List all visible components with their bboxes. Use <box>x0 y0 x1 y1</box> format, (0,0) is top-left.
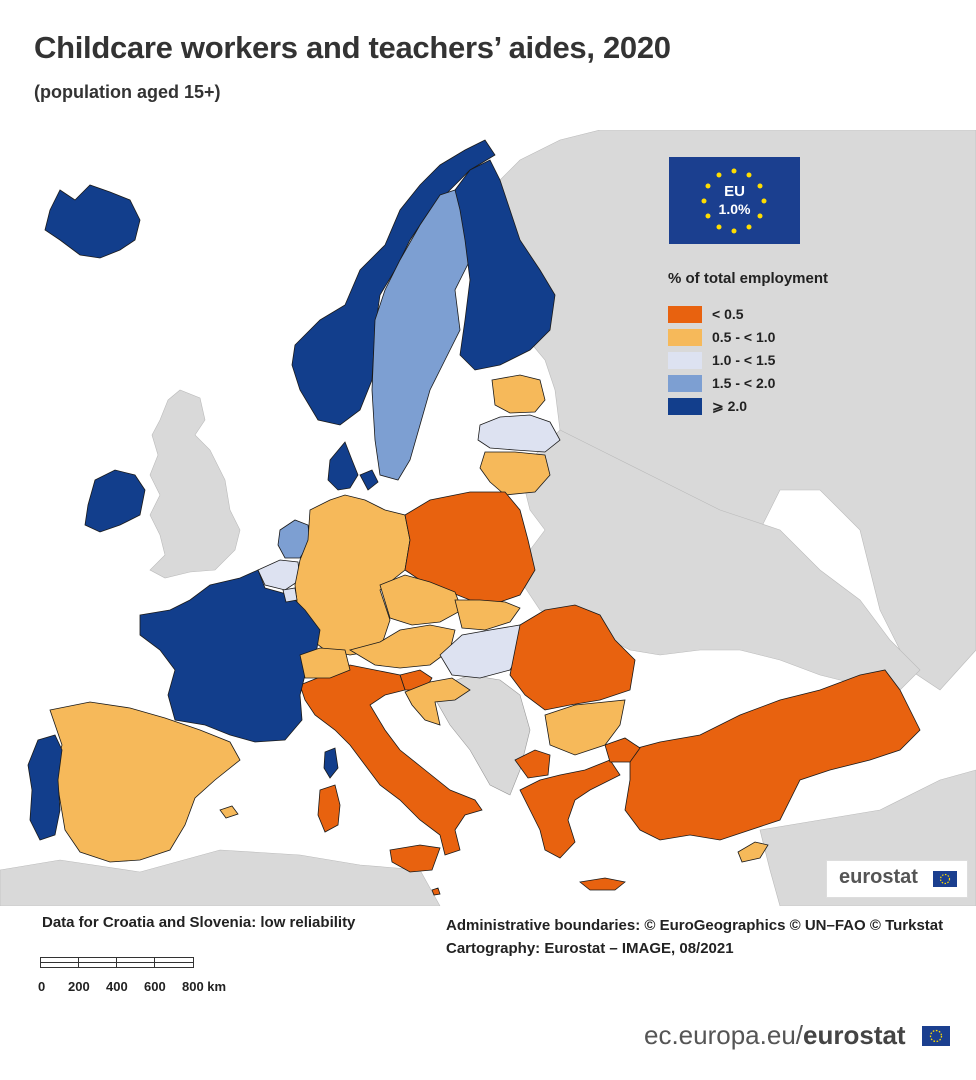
credits-cartography: Cartography: Eurostat – IMAGE, 08/2021 <box>446 940 734 957</box>
france-region <box>139 569 321 743</box>
north-macedonia-region <box>514 749 551 779</box>
turkey-region <box>624 669 921 841</box>
great-britain-land <box>149 389 241 579</box>
scale-tick-label: 0 <box>38 979 46 994</box>
eu-stars-icon <box>701 168 767 234</box>
poland-region <box>404 491 536 603</box>
legend-item: 0.5 - < 1.0 <box>668 326 968 348</box>
corsica-region <box>323 747 339 779</box>
italy-region <box>299 664 483 856</box>
ireland-region <box>84 469 146 533</box>
scale-tick-label: 200 <box>68 979 90 994</box>
legend-label: < 0.5 <box>712 306 744 322</box>
crete-region <box>579 877 626 891</box>
eurostat-logo: eurostat <box>826 860 968 898</box>
sardinia-region <box>317 784 341 833</box>
sicily-region <box>389 844 441 873</box>
countries <box>27 139 921 896</box>
url-brand: eurostat <box>803 1020 906 1050</box>
croatia-region <box>404 677 471 726</box>
balearic-region <box>219 805 239 819</box>
eu-flag-icon <box>933 871 957 887</box>
legend-label: 0.5 - < 1.0 <box>712 329 776 345</box>
balkans-land <box>429 674 531 796</box>
eu-flag-box: EU 1.0% <box>669 157 800 244</box>
legend-label: ⩾ 2.0 <box>712 397 748 414</box>
choropleth-map <box>0 130 976 906</box>
legend-item: 1.0 - < 1.5 <box>668 349 968 371</box>
credits: Administrative boundaries: © EuroGeograp… <box>446 914 943 960</box>
denmark-region <box>327 441 379 491</box>
bulgaria-region <box>544 699 626 756</box>
latvia-region <box>477 414 561 453</box>
map-legend: % of total employment < 0.5 0.5 - < 1.0 … <box>668 270 968 418</box>
spain-region <box>49 701 241 863</box>
slovakia-region <box>454 599 521 631</box>
legend-item: < 0.5 <box>668 303 968 325</box>
scale-tick-label: 600 <box>144 979 166 994</box>
eu-label: EU <box>724 183 745 200</box>
scale-tick-label: 400 <box>106 979 128 994</box>
legend-swatch <box>668 351 702 369</box>
malta-region <box>431 887 441 896</box>
non-data-land <box>0 130 976 906</box>
map-subtitle: (population aged 15+) <box>34 82 221 102</box>
sweden-region <box>371 189 471 481</box>
reliability-note: Data for Croatia and Slovenia: low relia… <box>42 914 356 931</box>
legend-swatch <box>668 305 702 323</box>
source-url[interactable]: ec.europa.eu/eurostat <box>644 1020 906 1051</box>
austria-region <box>348 624 456 669</box>
norway-region <box>291 139 496 426</box>
romania-region <box>509 604 636 711</box>
turkey-thrace-region <box>604 737 641 763</box>
switzerland-region <box>299 647 351 679</box>
eu-value: 1.0% <box>718 201 751 217</box>
germany-region <box>294 494 411 656</box>
credits-boundaries: Administrative boundaries: © EuroGeograp… <box>446 917 944 934</box>
legend-swatch <box>668 328 702 346</box>
legend-swatch <box>668 374 702 392</box>
iceland-region <box>44 184 141 259</box>
map-title: Childcare workers and teachers’ aides, 2… <box>34 30 671 65</box>
eurostat-logo-text: eurostat <box>839 866 918 888</box>
eu-flag-icon <box>922 1026 950 1046</box>
finland-region <box>454 159 556 371</box>
legend-label: 1.5 - < 2.0 <box>712 375 776 391</box>
legend-item: 1.5 - < 2.0 <box>668 372 968 394</box>
lithuania-region <box>479 451 551 496</box>
scale-bar-graphic <box>40 957 194 968</box>
legend-title: % of total employment <box>668 270 829 287</box>
legend-swatch <box>668 397 702 415</box>
greece-region <box>519 759 621 859</box>
estonia-region <box>491 374 546 414</box>
url-prefix: ec.europa.eu/ <box>644 1020 804 1050</box>
scale-bar: 0 200 400 600 800 km <box>36 955 246 1000</box>
legend-item: ⩾ 2.0 <box>668 395 968 417</box>
legend-label: 1.0 - < 1.5 <box>712 352 776 368</box>
luxembourg-region <box>282 587 298 603</box>
north-africa-land <box>0 849 441 906</box>
portugal-region <box>27 734 63 841</box>
cyprus-region <box>737 841 769 863</box>
scale-tick-label: 800 km <box>182 979 227 994</box>
